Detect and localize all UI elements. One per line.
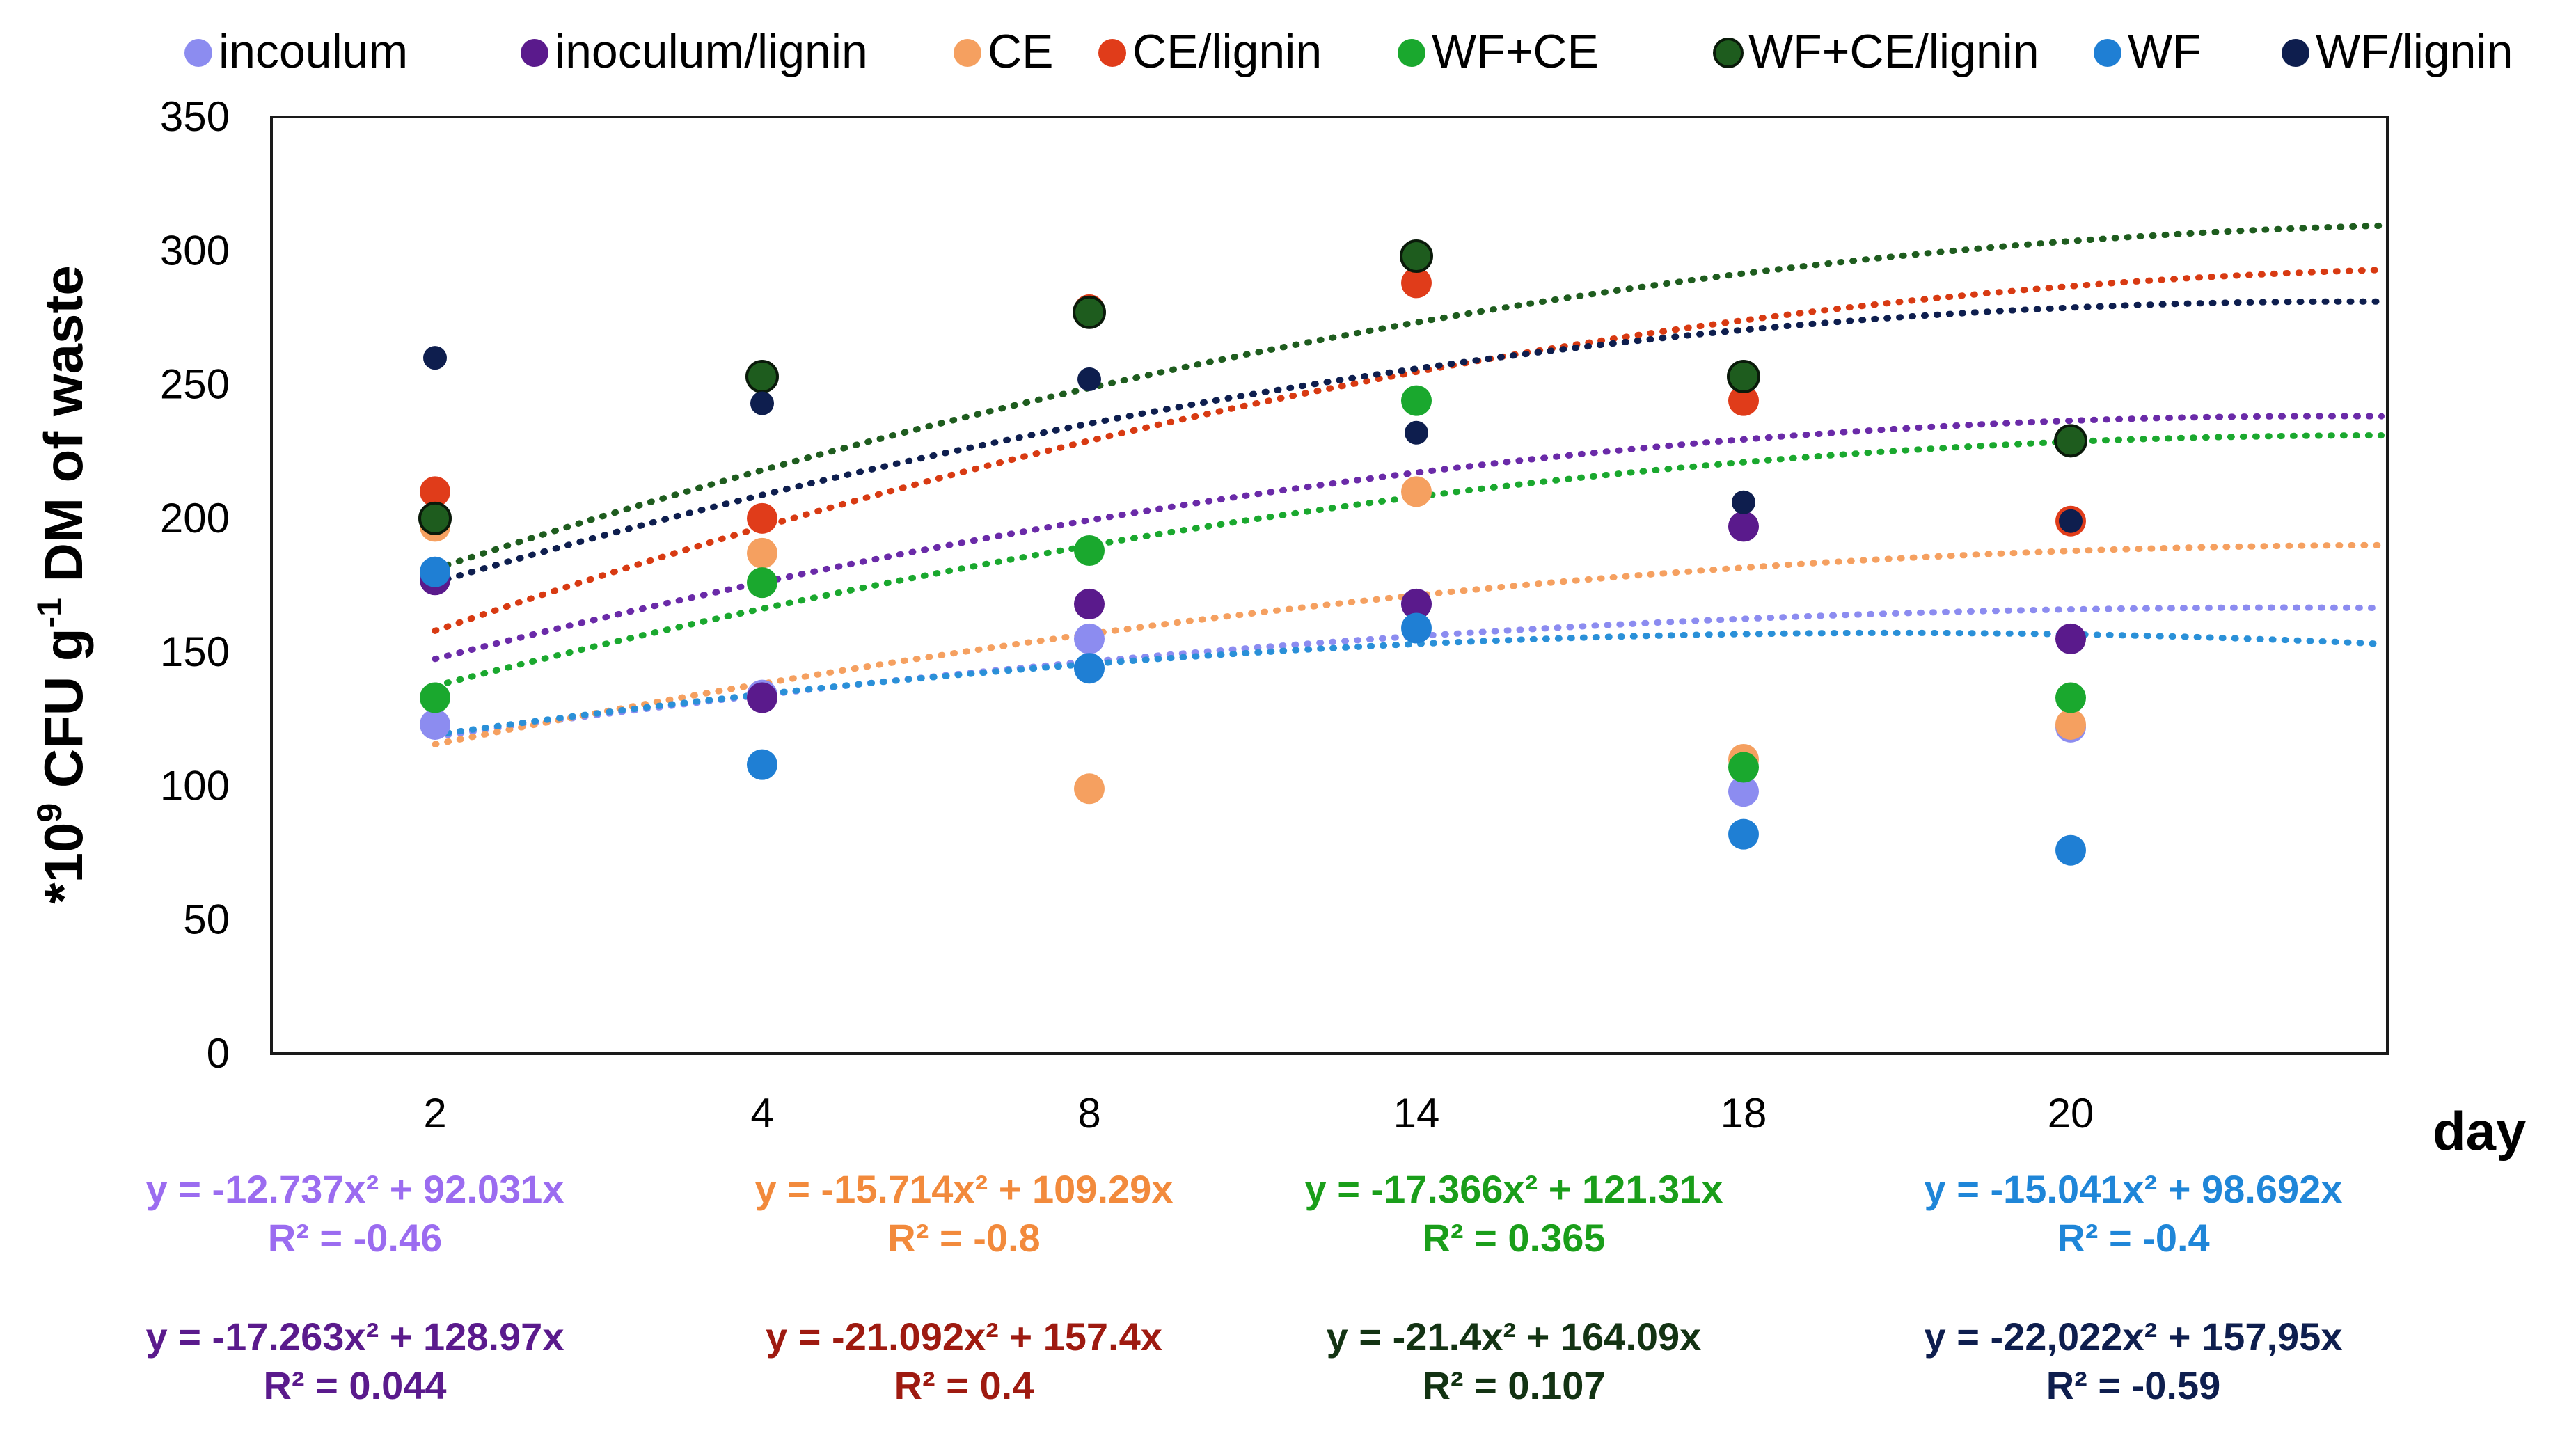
r-squared: R² = 0.365 <box>1422 1216 1605 1260</box>
y-axis-title: *109 CFU g-1 DM of waste <box>30 265 94 903</box>
data-point <box>420 476 450 507</box>
data-point <box>1074 588 1105 619</box>
trend-equation: y = -21.092x² + 157.4x <box>766 1315 1162 1359</box>
data-point <box>1401 476 1432 507</box>
data-point <box>2055 623 2086 654</box>
trend-equation: y = -15.041x² + 98.692x <box>1925 1167 2343 1211</box>
y-tick-label: 350 <box>160 93 230 140</box>
data-point <box>1728 511 1759 542</box>
trendline <box>432 413 2385 663</box>
r-squared: R² = -0.8 <box>887 1216 1040 1260</box>
plot-area <box>270 116 2389 1055</box>
x-axis: 2 4 8 14 18 20 <box>423 1090 2094 1137</box>
data-point <box>420 682 450 713</box>
x-axis-title: day <box>2433 1100 2526 1162</box>
equations: y = -12.737x² + 92.031x R² = -0.46 y = -17… <box>146 1167 2343 1407</box>
y-tick-label: 250 <box>160 361 230 408</box>
data-point <box>1405 420 1428 445</box>
data-point <box>1728 385 1759 416</box>
legend-label: incoulum <box>219 25 408 78</box>
trendline <box>432 222 2385 572</box>
data-point <box>1401 612 1432 644</box>
data-point <box>2059 509 2083 533</box>
legend-label: CE/lignin <box>1132 25 1322 78</box>
legend-label: inoculum/lignin <box>555 25 868 78</box>
r-squared: R² = -0.4 <box>2057 1216 2209 1260</box>
x-tick-label: 8 <box>1077 1090 1100 1137</box>
data-point <box>1401 267 1432 299</box>
data-point <box>745 360 779 394</box>
legend-marker <box>2282 39 2309 67</box>
data-point <box>1073 295 1106 329</box>
legend: incoulum inoculum/lignin CE CE/lignin WF+CE W… <box>184 25 2513 78</box>
data-point <box>420 708 450 740</box>
y-tick-label: 150 <box>160 628 230 675</box>
data-point <box>1732 490 1755 514</box>
x-tick-label: 18 <box>1721 1090 1767 1137</box>
legend-label: WF <box>2128 25 2202 78</box>
data-point <box>1401 588 1432 619</box>
data-point <box>2055 682 2086 713</box>
trend-equation: y = -17.263x² + 128.97x <box>146 1315 564 1359</box>
y-tick-label: 200 <box>160 495 230 541</box>
r-squared: R² = -0.46 <box>268 1216 443 1260</box>
trendline <box>432 629 2385 738</box>
trend-equation: y = -22,022x² + 157,95x <box>1925 1315 2343 1359</box>
y-tick-label: 300 <box>160 227 230 274</box>
legend-marker <box>1713 38 1744 68</box>
x-tick-label: 20 <box>2048 1090 2094 1137</box>
data-point <box>747 537 777 569</box>
legend-label: CE <box>988 25 1053 78</box>
trend-equation: y = -15.714x² + 109.29x <box>755 1167 1174 1211</box>
r-squared: R² = 0.4 <box>894 1363 1034 1407</box>
data-point <box>1077 367 1101 391</box>
legend-marker <box>1098 39 1126 67</box>
x-tick-label: 2 <box>423 1090 446 1137</box>
trend-equation: y = -21.4x² + 164.09x <box>1327 1315 1702 1359</box>
x-tick-label: 14 <box>1393 1090 1440 1137</box>
y-tick-label: 100 <box>160 762 230 809</box>
data-point <box>418 501 452 535</box>
y-tick-label: 50 <box>183 896 230 943</box>
data-points <box>418 239 2087 866</box>
data-point <box>1400 239 1433 273</box>
legend-label: WF+CE/lignin <box>1748 25 2039 78</box>
data-point <box>1074 653 1105 684</box>
r-squared: R² = 0.107 <box>1422 1363 1605 1407</box>
trend-equation: y = -17.366x² + 121.31x <box>1305 1167 1723 1211</box>
data-point <box>747 682 777 713</box>
r-squared: R² = -0.59 <box>2046 1363 2221 1407</box>
data-point <box>1074 623 1105 654</box>
data-point <box>747 502 777 534</box>
y-tick-label: 0 <box>207 1030 230 1077</box>
r-squared: R² = 0.044 <box>263 1363 446 1407</box>
data-point <box>2055 834 2086 866</box>
data-point <box>1728 752 1759 783</box>
legend-label: WF+CE <box>1432 25 1599 78</box>
data-point <box>420 556 450 587</box>
legend-marker <box>1398 39 1425 67</box>
legend-label: WF/lignin <box>2316 25 2513 78</box>
legend-marker <box>184 39 212 67</box>
data-point <box>423 346 447 370</box>
data-point <box>747 749 777 780</box>
y-axis: 0 50 100 150 200 250 300 350 <box>160 93 230 1077</box>
trend-equation: y = -12.737x² + 92.031x <box>146 1167 564 1211</box>
data-point <box>1728 818 1759 850</box>
legend-marker <box>2094 39 2121 67</box>
data-point <box>2055 708 2086 740</box>
data-point <box>747 567 777 599</box>
legend-marker <box>954 39 981 67</box>
trendline <box>432 298 2385 586</box>
data-point <box>1401 385 1432 416</box>
data-point <box>1728 776 1759 807</box>
data-point <box>1074 535 1105 567</box>
data-point <box>1074 773 1105 805</box>
data-point <box>750 391 774 415</box>
x-tick-label: 4 <box>750 1090 773 1137</box>
data-point <box>1727 360 1760 394</box>
legend-marker <box>521 39 548 67</box>
data-point <box>2054 424 2087 458</box>
